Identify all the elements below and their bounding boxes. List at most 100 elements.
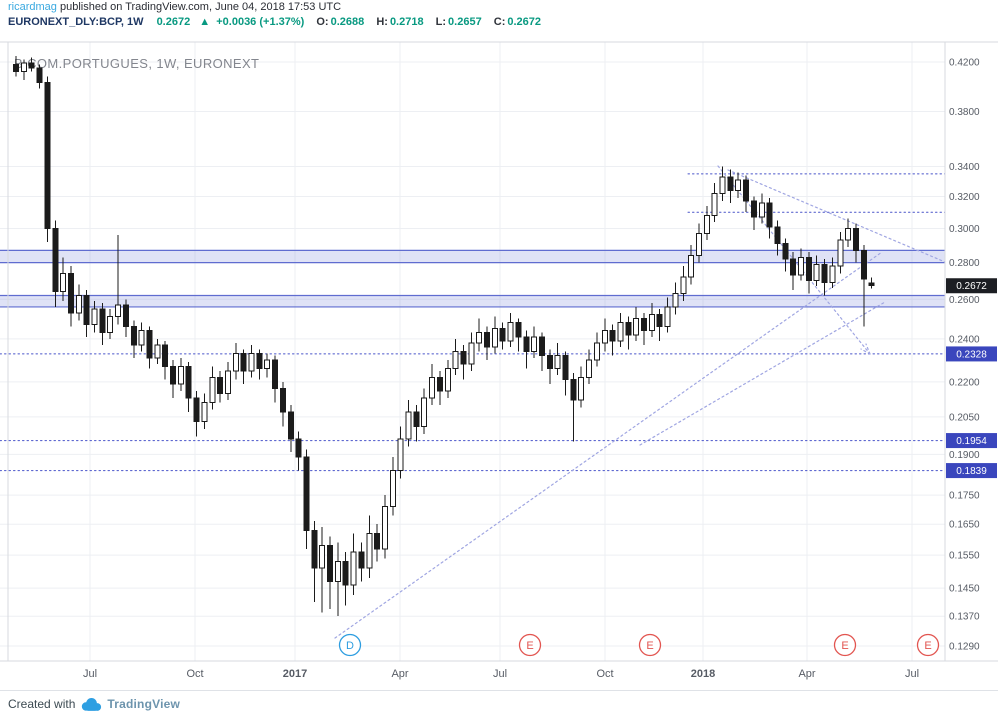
candle-up xyxy=(75,294,82,314)
candle-up xyxy=(633,318,640,336)
candle-down xyxy=(766,202,773,228)
candle-up xyxy=(680,276,687,295)
tradingview-brand-link[interactable]: TradingView xyxy=(107,697,181,711)
candle-up xyxy=(617,322,624,342)
price-chart[interactable]: B.COM.PORTUGUES, 1W, EURONEXT D E E E E 0.4200… xyxy=(0,30,998,691)
price-tick-label: 0.4200 xyxy=(949,58,980,69)
candle-up xyxy=(429,376,436,399)
candle-down xyxy=(185,365,192,399)
candle-up xyxy=(334,561,341,582)
candle-down xyxy=(538,336,545,357)
earnings-marker[interactable]: E xyxy=(518,633,542,657)
candle-down xyxy=(460,350,467,365)
drawing-layer xyxy=(0,165,946,639)
candle-up xyxy=(201,402,208,423)
price-axis[interactable]: 0.4200 0.3800 0.3400 0.3200 0.3000 0.2800 0.26… xyxy=(946,58,997,653)
last-price-value: 0.2672 xyxy=(156,16,191,28)
candle-up xyxy=(209,376,216,404)
candle-down xyxy=(413,411,420,428)
candles-layer xyxy=(13,56,875,617)
candle-down xyxy=(499,328,506,342)
candle-up xyxy=(452,350,459,370)
candle-up xyxy=(829,265,836,283)
price-band[interactable] xyxy=(0,295,945,307)
time-tick-label: Jul xyxy=(493,668,507,680)
candle-up xyxy=(154,344,161,359)
price-tick-label: 0.2050 xyxy=(949,412,980,423)
price-tick-label: 0.1900 xyxy=(949,450,980,461)
candle-up xyxy=(138,330,145,346)
candle-up xyxy=(703,214,710,234)
candle-down xyxy=(656,314,663,328)
support-resistance-bands xyxy=(0,249,945,308)
open-value: 0.2688 xyxy=(330,16,365,28)
tradingview-cloud-icon[interactable] xyxy=(81,697,102,712)
trendline[interactable] xyxy=(865,343,871,355)
candle-down xyxy=(609,330,616,342)
price-tick-label: 0.1550 xyxy=(949,551,980,562)
price-band[interactable] xyxy=(0,250,945,263)
trendline[interactable] xyxy=(639,301,886,446)
candle-down xyxy=(743,179,750,202)
candle-up xyxy=(444,368,451,392)
candle-up xyxy=(389,469,396,508)
candle-down xyxy=(83,294,90,326)
price-change: +0.0036 (+1.37%) xyxy=(216,16,305,28)
candle-up xyxy=(586,359,593,378)
candle-up xyxy=(664,306,671,328)
candle-down xyxy=(52,227,59,293)
candle-up xyxy=(593,342,600,361)
dividend-marker[interactable]: D xyxy=(338,633,362,657)
candle-up xyxy=(468,342,475,365)
candle-down xyxy=(484,332,490,348)
chart-borders xyxy=(0,41,998,662)
candle-down xyxy=(790,258,797,276)
time-tick-label: Apr xyxy=(798,668,815,680)
candle-up xyxy=(381,506,388,550)
candle-down xyxy=(523,336,530,352)
candle-up xyxy=(319,545,326,569)
earnings-marker[interactable]: E xyxy=(638,633,662,657)
candle-down xyxy=(193,397,200,423)
candle-down xyxy=(122,304,129,328)
trendline[interactable] xyxy=(860,348,871,355)
time-axis[interactable]: Jul Oct 2017 Apr Jul Oct 2018 Apr Jul xyxy=(83,668,919,680)
candle-down xyxy=(868,282,875,287)
candle-down xyxy=(36,67,43,83)
price-tick-label: 0.2800 xyxy=(949,258,980,269)
symbol-title: EURONEXT_DLY:BCP, 1W xyxy=(8,16,144,28)
candle-up xyxy=(813,263,820,282)
earnings-marker[interactable]: E xyxy=(833,633,857,657)
candle-down xyxy=(750,200,757,218)
symbol-info-bar: EURONEXT_DLY:BCP, 1W 0.2672 ▲ +0.0036 (+… xyxy=(0,15,998,30)
candle-up xyxy=(91,308,98,326)
publish-byline: ricardmag published on TradingView.com, … xyxy=(0,0,998,15)
candle-down xyxy=(44,81,51,229)
candle-down xyxy=(782,243,789,260)
candle-down xyxy=(852,227,859,251)
candle-up xyxy=(177,365,184,385)
candle-down xyxy=(28,62,35,69)
candle-up xyxy=(491,328,498,348)
svg-text:0.1954: 0.1954 xyxy=(956,436,987,447)
time-tick-label: Jul xyxy=(905,668,919,680)
last-price-label xyxy=(946,278,997,294)
candle-up xyxy=(224,370,231,394)
level-price-label xyxy=(946,433,997,449)
trendline[interactable] xyxy=(727,169,946,263)
username-link[interactable]: ricardmag xyxy=(8,1,57,13)
candle-up xyxy=(232,353,239,372)
candle-up xyxy=(758,202,765,218)
candle-down xyxy=(570,379,577,401)
svg-text:0.2328: 0.2328 xyxy=(956,349,987,360)
close-label: C: xyxy=(493,16,506,28)
candle-up xyxy=(476,332,483,344)
candle-up xyxy=(845,227,852,241)
svg-text:0.2672: 0.2672 xyxy=(956,281,987,292)
svg-text:E: E xyxy=(526,640,533,652)
earnings-marker[interactable]: E xyxy=(916,633,940,657)
trendline[interactable] xyxy=(334,251,883,639)
low-label: L: xyxy=(435,16,447,28)
